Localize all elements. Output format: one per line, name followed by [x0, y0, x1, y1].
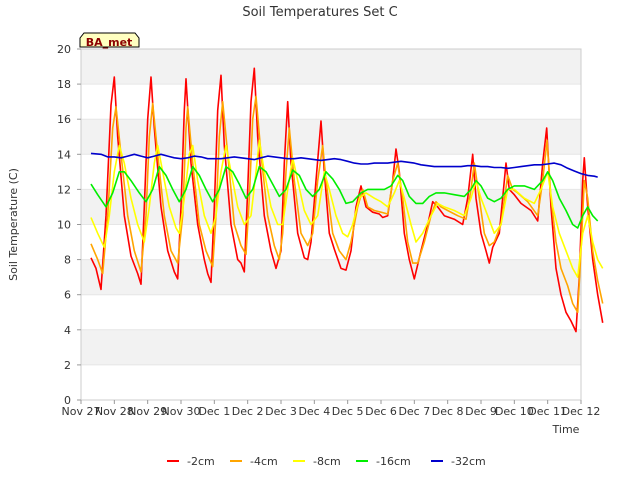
background-band — [81, 259, 581, 295]
x-tick-label: Dec 9 — [465, 405, 497, 418]
y-tick-label: 10 — [57, 219, 71, 232]
y-tick-label: 14 — [57, 148, 71, 161]
series-line-2cm — [90, 67, 604, 333]
x-tick-label: Nov 29 — [128, 405, 167, 418]
x-tick-label: Dec 3 — [265, 405, 297, 418]
x-tick-label: Dec 6 — [365, 405, 397, 418]
background-band — [81, 224, 581, 260]
y-tick-label: 8 — [64, 254, 71, 267]
series-line-16cm — [90, 165, 599, 229]
x-tick-label: Nov 27 — [62, 405, 101, 418]
x-tick-label: Dec 2 — [232, 405, 264, 418]
legend-label: -2cm — [187, 455, 215, 468]
x-tick-label: Dec 1 — [198, 405, 230, 418]
ba-met-annotation: BA_met — [79, 32, 140, 49]
background-band — [81, 294, 581, 330]
y-tick-label: 12 — [57, 183, 71, 196]
background-band — [81, 329, 581, 365]
x-tick-label: Dec 4 — [298, 405, 330, 418]
legend-label: -32cm — [451, 455, 486, 468]
x-tick-label: Dec 11 — [528, 405, 567, 418]
x-tick-label: Dec 7 — [398, 405, 430, 418]
y-tick-label: 2 — [64, 359, 71, 372]
x-tick-label: Dec 10 — [495, 405, 534, 418]
y-axis-ticks: 0 2 4 6 8 10 12 14 16 18 20 — [57, 43, 81, 407]
x-tick-label: Dec 8 — [432, 405, 464, 418]
y-tick-label: 16 — [57, 113, 71, 126]
legend: -2cm -4cm -8cm -16cm -32cm — [167, 455, 486, 468]
legend-label: -16cm — [376, 455, 411, 468]
annotation-text: BA_met — [86, 36, 133, 49]
y-tick-label: 20 — [57, 43, 71, 56]
y-tick-label: 0 — [64, 394, 71, 407]
series-lines — [90, 67, 604, 333]
x-tick-label: Dec 5 — [332, 405, 364, 418]
background-band — [81, 49, 581, 85]
annotation-box — [79, 32, 140, 48]
x-axis-label: Time — [552, 423, 580, 436]
background-bands — [81, 49, 581, 400]
x-tick-label: Nov 28 — [95, 405, 134, 418]
background-band — [81, 119, 581, 155]
legend-label: -4cm — [250, 455, 278, 468]
series-line-8cm — [90, 139, 604, 278]
y-tick-label: 18 — [57, 78, 71, 91]
background-band — [81, 84, 581, 120]
x-tick-label: Nov 30 — [162, 405, 201, 418]
y-axis-label: Soil Temperature (C) — [7, 168, 20, 281]
legend-label: -8cm — [313, 455, 341, 468]
x-tick-label: Dec 12 — [562, 405, 601, 418]
series-line-32cm — [90, 152, 598, 178]
y-tick-label: 6 — [64, 289, 71, 302]
background-band — [81, 364, 581, 400]
chart-title: Soil Temperatures Set C — [242, 5, 397, 20]
y-tick-label: 4 — [64, 324, 71, 337]
